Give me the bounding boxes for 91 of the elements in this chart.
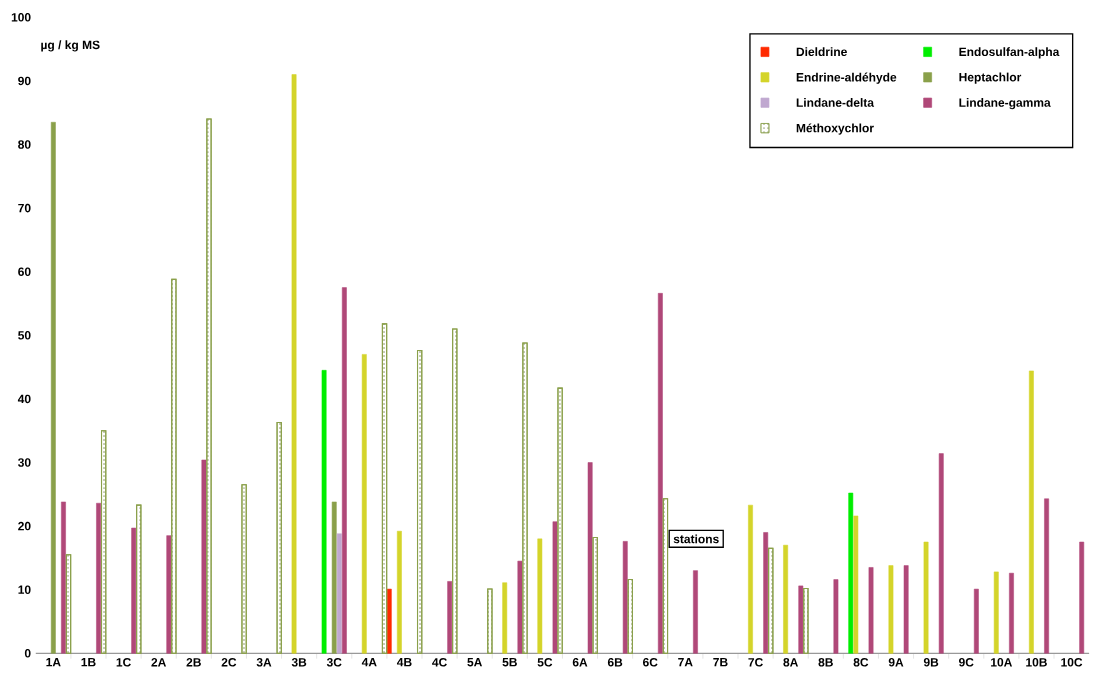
- bar: [798, 585, 804, 654]
- bar: [1028, 370, 1034, 654]
- bar: [938, 453, 944, 654]
- bar: [166, 535, 172, 654]
- x-tick-label: 2A: [151, 658, 167, 667]
- bar: [447, 581, 453, 654]
- bar: [1009, 572, 1014, 654]
- legend-label: Endosulfan-alpha: [959, 47, 1060, 59]
- y-tick-label: 0: [24, 649, 31, 658]
- bar: [552, 521, 558, 654]
- bar: [396, 530, 402, 654]
- x-tick-label: 1A: [46, 658, 61, 667]
- bar: [888, 565, 894, 654]
- y-tick-label: 20: [18, 521, 31, 531]
- bar: [50, 121, 56, 654]
- x-tick-label: 8A: [783, 658, 799, 667]
- x-tick-label: 8B: [818, 658, 833, 667]
- x-tick-label: 6B: [607, 658, 623, 667]
- bar: [993, 571, 999, 654]
- bar: [763, 532, 769, 654]
- legend-label: Méthoxychlor: [796, 123, 874, 135]
- x-tick-label: 4B: [396, 658, 412, 667]
- bar: [903, 565, 909, 654]
- y-tick-label: 60: [18, 267, 31, 276]
- x-tick-label: 7A: [678, 658, 693, 667]
- x-tick-label: 10A: [991, 658, 1013, 667]
- y-tick-label: 100: [11, 13, 31, 22]
- bar: [973, 588, 979, 654]
- x-tick-label: 1B: [81, 658, 96, 667]
- y-tick-label: 30: [18, 458, 31, 467]
- bar: [291, 74, 297, 654]
- bar: [833, 579, 839, 654]
- x-tick-label: 6C: [643, 658, 658, 667]
- x-tick-label: 5C: [537, 658, 553, 667]
- legend-label: Lindane-delta: [796, 98, 875, 107]
- x-tick-label: 2C: [221, 658, 237, 667]
- x-tick-label: 3B: [291, 658, 307, 667]
- x-tick-label: 5A: [467, 658, 483, 667]
- bar: [321, 370, 327, 654]
- x-tick-label: 3C: [326, 658, 342, 667]
- x-tick-label: 4A: [361, 658, 377, 667]
- x-tick-label: 9B: [923, 658, 939, 667]
- bar: [341, 287, 347, 654]
- bar: [1044, 498, 1049, 654]
- bar: [622, 541, 628, 654]
- x-tick-label: 7C: [748, 658, 763, 667]
- bar: [657, 293, 663, 654]
- legend-label: Dieldrine: [796, 47, 847, 57]
- x-tick-label: 1C: [116, 658, 131, 667]
- bar: [587, 462, 593, 654]
- bar: [537, 538, 543, 654]
- bar: [502, 582, 508, 654]
- x-tick-label: 10B: [1026, 658, 1047, 667]
- x-tick-label: 5B: [502, 658, 517, 667]
- x-tick-label: 7B: [713, 658, 728, 667]
- x-tick-label: 2B: [186, 658, 201, 667]
- bar: [61, 501, 66, 654]
- y-tick-label: 10: [18, 585, 31, 594]
- bar: [848, 492, 854, 654]
- bar: [361, 354, 367, 654]
- x-tick-label: 8C: [853, 658, 869, 667]
- y-tick-label: 70: [18, 203, 31, 213]
- bar: [336, 533, 342, 654]
- x-tick-label: 9A: [888, 658, 904, 667]
- x-tick-label: 3A: [256, 658, 272, 667]
- y-tick-label: 50: [18, 331, 31, 340]
- y-tick-label: 80: [18, 140, 31, 149]
- bar: [868, 567, 874, 654]
- bar: [131, 527, 137, 654]
- bar: [923, 541, 929, 654]
- legend-label: Endrine-aldéhyde: [796, 72, 897, 84]
- bar: [517, 560, 523, 654]
- x-tick-label: 9C: [958, 658, 974, 667]
- bar: [1079, 541, 1085, 654]
- legend-label: Heptachlor: [959, 72, 1022, 84]
- bar: [853, 515, 859, 654]
- y-tick-label: 40: [17, 394, 31, 404]
- x-tick-label: 6A: [572, 658, 588, 667]
- legend-label: Lindane-gamma: [959, 98, 1051, 110]
- x-axis-title: stations: [673, 534, 719, 544]
- bar: [386, 588, 392, 654]
- bar: [783, 544, 789, 654]
- x-tick-label: 4C: [432, 658, 447, 667]
- bar: [96, 502, 101, 654]
- y-tick-label: 90: [18, 76, 31, 86]
- bar: [748, 504, 753, 654]
- bar: [201, 459, 207, 654]
- y-axis-title: µg / kg MS: [41, 40, 100, 52]
- bar: [693, 570, 698, 654]
- bar: [331, 501, 337, 654]
- x-tick-label: 10C: [1061, 658, 1083, 667]
